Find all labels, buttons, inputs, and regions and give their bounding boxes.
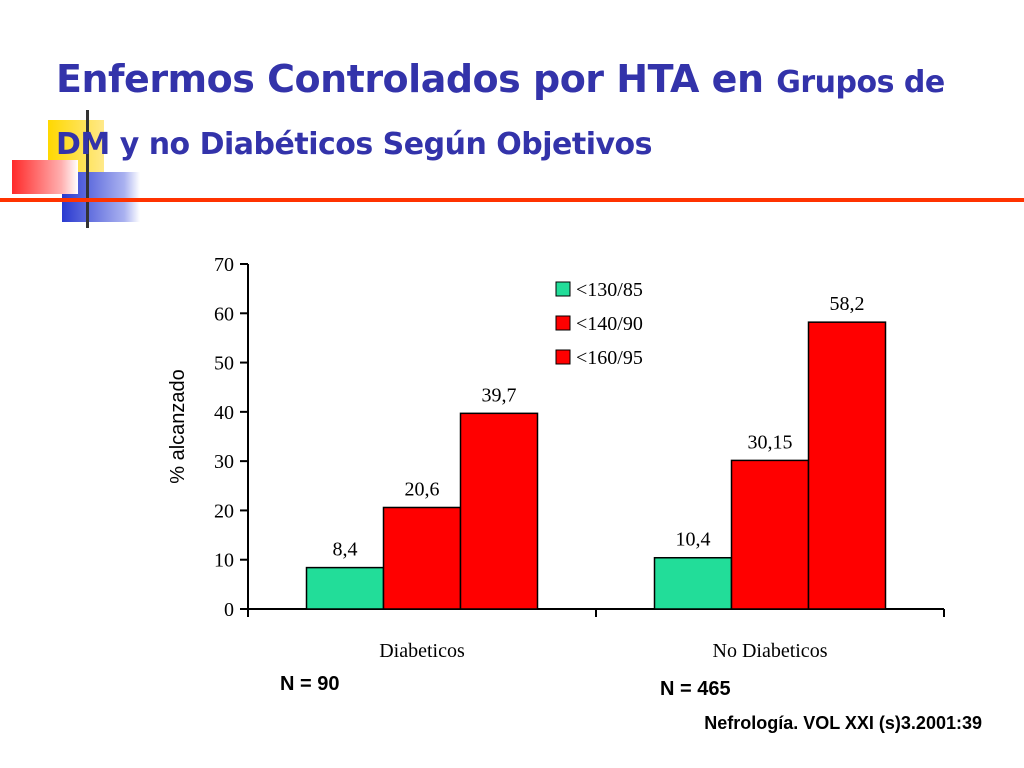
- y-tick-label: 10: [214, 550, 234, 572]
- title-part1: Enfermos Controlados por HTA en: [56, 57, 764, 101]
- n-no-diabeticos-label: N = 465: [660, 678, 731, 700]
- legend-swatch: [555, 281, 571, 297]
- legend-swatch: [555, 349, 571, 365]
- bar-value-label: 10,4: [676, 529, 711, 551]
- bar: [459, 412, 539, 610]
- logo-red-bar: [12, 160, 78, 194]
- legend-label: <130/85: [576, 279, 643, 301]
- y-tick-label: 0: [224, 599, 234, 621]
- legend-label: <160/95: [576, 347, 643, 369]
- bar-chart: 0 10 20 30 40 50 60 70 % alcanzado 8,4 20,6 39,7 Dia…: [167, 254, 945, 662]
- bar-value-label: 8,4: [333, 539, 358, 561]
- y-tick-label: 50: [214, 353, 234, 375]
- y-tick-label: 60: [214, 303, 234, 325]
- bar: [730, 459, 810, 610]
- bar: [382, 506, 462, 610]
- x-category-label: Diabeticos: [379, 640, 465, 662]
- legend-label: <140/90: [576, 313, 643, 335]
- bar-value-label: 39,7: [482, 384, 517, 406]
- title-part2: Grupos de DM y no Diabéticos Según Objet…: [56, 65, 945, 162]
- y-tick-label: 40: [214, 402, 234, 424]
- x-category-label: No Diabeticos: [713, 640, 828, 662]
- legend-swatch: [555, 315, 571, 331]
- corner-logo: [0, 100, 150, 230]
- source-citation: Nefrología. VOL XXI (s)3.2001:39: [704, 713, 982, 733]
- logo-vertical-line: [86, 110, 89, 228]
- bar-value-label: 20,6: [405, 478, 440, 500]
- y-axis-title: % alcanzado: [167, 369, 189, 484]
- bar-value-label: 30,15: [748, 431, 793, 453]
- bar-value-label: 58,2: [830, 293, 865, 315]
- bar: [305, 566, 385, 610]
- y-tick-label: 70: [214, 254, 234, 276]
- slide-title: Enfermos Controlados por HTA en Grupos d…: [56, 50, 1006, 174]
- title-rule: [0, 198, 1024, 202]
- y-tick-label: 20: [214, 500, 234, 522]
- bar: [807, 321, 887, 610]
- n-diabeticos-label: N = 90: [280, 673, 340, 695]
- bar: [653, 556, 733, 610]
- y-tick-label: 30: [214, 451, 234, 473]
